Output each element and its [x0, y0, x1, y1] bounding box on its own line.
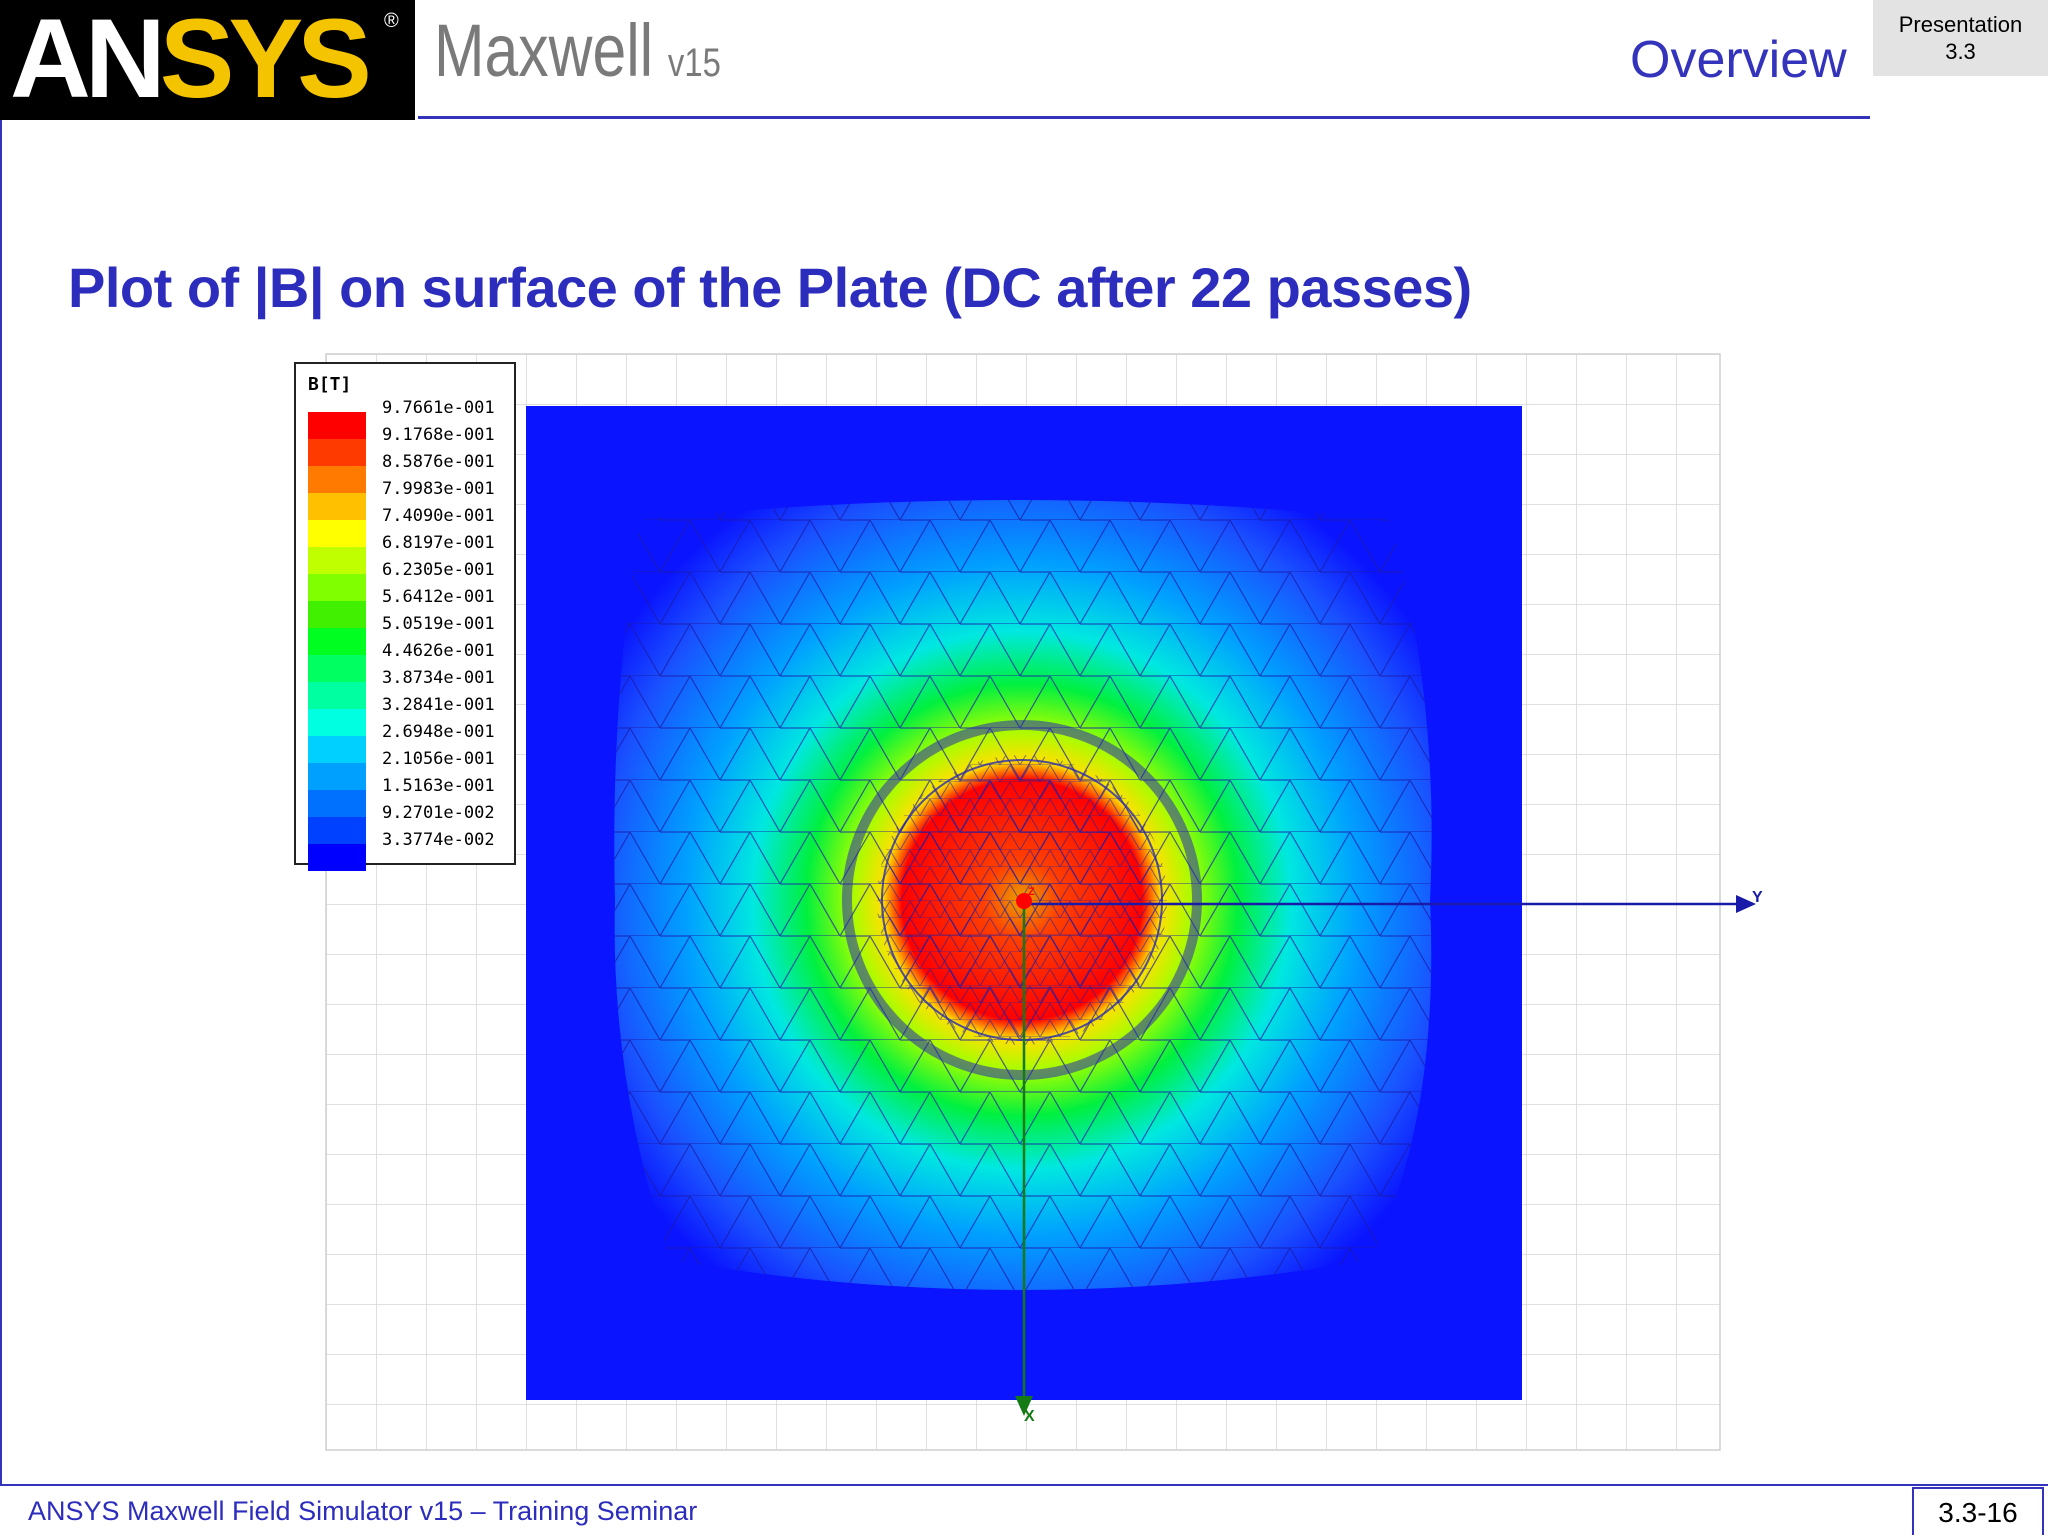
- legend-value: 6.2305e-001: [382, 560, 495, 580]
- footer-title: ANSYS Maxwell Field Simulator v15 – Trai…: [28, 1496, 698, 1526]
- y-axis-label: Y: [1752, 889, 1763, 906]
- legend-swatch: [308, 601, 366, 628]
- legend-swatch: [308, 412, 366, 439]
- legend-swatch: [308, 574, 366, 601]
- y-axis: [1022, 895, 1756, 913]
- header-divider: [418, 116, 1870, 119]
- legend-swatch: [308, 547, 366, 574]
- legend-value: 3.8734e-001: [382, 668, 495, 688]
- legend-swatch: [308, 628, 366, 655]
- legend-value: 2.6948e-001: [382, 722, 495, 742]
- legend-value: 3.2841e-001: [382, 695, 495, 715]
- grid-border: [325, 353, 1721, 1451]
- legend-swatch: [308, 844, 366, 871]
- legend-swatch: [308, 790, 366, 817]
- legend-title: B[T]: [308, 374, 352, 395]
- legend-swatch: [308, 493, 366, 520]
- legend-value: 5.0519e-001: [382, 614, 495, 634]
- badge-line-1: Presentation: [1898, 12, 2023, 37]
- legend-value: 7.9983e-001: [382, 479, 495, 499]
- legend-value: 2.1056e-001: [382, 749, 495, 769]
- legend-value: 6.8197e-001: [382, 533, 495, 553]
- ansys-logo: ANSYS ®: [0, 0, 415, 121]
- presentation-badge: Presentation 3.3: [1873, 0, 2048, 76]
- legend-swatch: [308, 817, 366, 844]
- legend-swatch: [308, 655, 366, 682]
- legend-swatch: [308, 709, 366, 736]
- product-version: v15: [667, 41, 721, 85]
- registered-mark: ®: [384, 10, 399, 32]
- legend-value: 3.3774e-002: [382, 830, 495, 850]
- slide-title: Plot of |B| on surface of the Plate (DC …: [68, 256, 1472, 319]
- legend-swatch: [308, 682, 366, 709]
- legend-value: 4.4626e-001: [382, 641, 495, 661]
- x-axis: [1015, 904, 1033, 1416]
- legend-value: 8.5876e-001: [382, 452, 495, 472]
- footer-divider: [0, 1484, 2048, 1486]
- badge-line-2: 3.3: [1945, 39, 1976, 64]
- legend-value: 7.4090e-001: [382, 506, 495, 526]
- legend-value: 9.1768e-001: [382, 425, 495, 445]
- x-axis-label: X: [1024, 1408, 1035, 1425]
- legend-swatch: [308, 520, 366, 547]
- logo-wordmark: ANSYS: [10, 0, 372, 121]
- product-title: Maxwell v15: [434, 14, 721, 88]
- legend-value: 5.6412e-001: [382, 587, 495, 607]
- section-title: Overview: [1630, 31, 1847, 89]
- z-axis-label: Z: [1028, 886, 1035, 898]
- z-axis-marker: [1016, 893, 1032, 909]
- legend-swatch: [308, 439, 366, 466]
- legend-swatch: [308, 736, 366, 763]
- left-border: [0, 120, 2, 1486]
- legend-value: 9.2701e-002: [382, 803, 495, 823]
- legend-value: 9.7661e-001: [382, 398, 495, 418]
- legend-value: 1.5163e-001: [382, 776, 495, 796]
- page-number: 3.3-16: [1912, 1487, 2044, 1535]
- legend-swatch: [308, 466, 366, 493]
- product-name: Maxwell: [434, 9, 654, 92]
- legend-swatch: [308, 763, 366, 790]
- color-legend: B[T] 9.7661e-001 9.1768e-001 8.5876e-001 7.…: [294, 362, 516, 871]
